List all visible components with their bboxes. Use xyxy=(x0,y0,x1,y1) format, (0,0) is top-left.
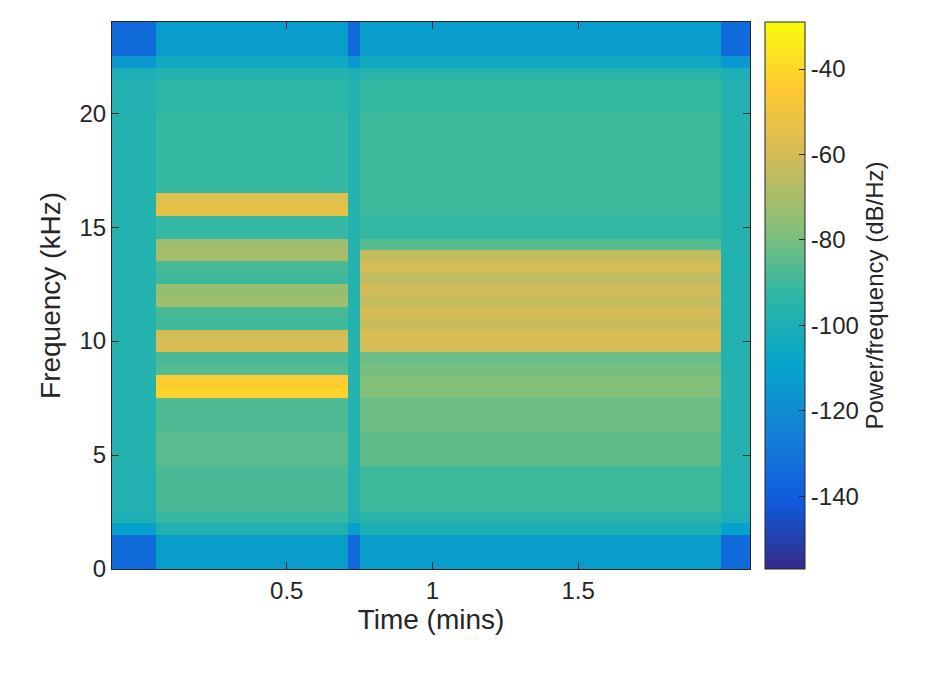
svg-text:15: 15 xyxy=(79,214,106,241)
svg-text:Frequency (kHz): Frequency (kHz) xyxy=(35,192,66,399)
svg-text:Power/frequency (dB/Hz): Power/frequency (dB/Hz) xyxy=(861,161,888,429)
svg-text:-120: -120 xyxy=(811,397,859,424)
svg-text:-40: -40 xyxy=(811,55,846,82)
svg-text:-80: -80 xyxy=(811,226,846,253)
svg-text:-60: -60 xyxy=(811,141,846,168)
svg-text:0: 0 xyxy=(93,555,106,582)
svg-text:10: 10 xyxy=(79,327,106,354)
svg-text:20: 20 xyxy=(79,100,106,127)
svg-text:1: 1 xyxy=(426,577,439,604)
svg-text:-140: -140 xyxy=(811,483,859,510)
svg-text:5: 5 xyxy=(93,441,106,468)
svg-text:0.5: 0.5 xyxy=(270,577,303,604)
svg-text:Time (mins): Time (mins) xyxy=(358,604,505,635)
svg-text:1.5: 1.5 xyxy=(561,577,594,604)
svg-text:-100: -100 xyxy=(811,312,859,339)
